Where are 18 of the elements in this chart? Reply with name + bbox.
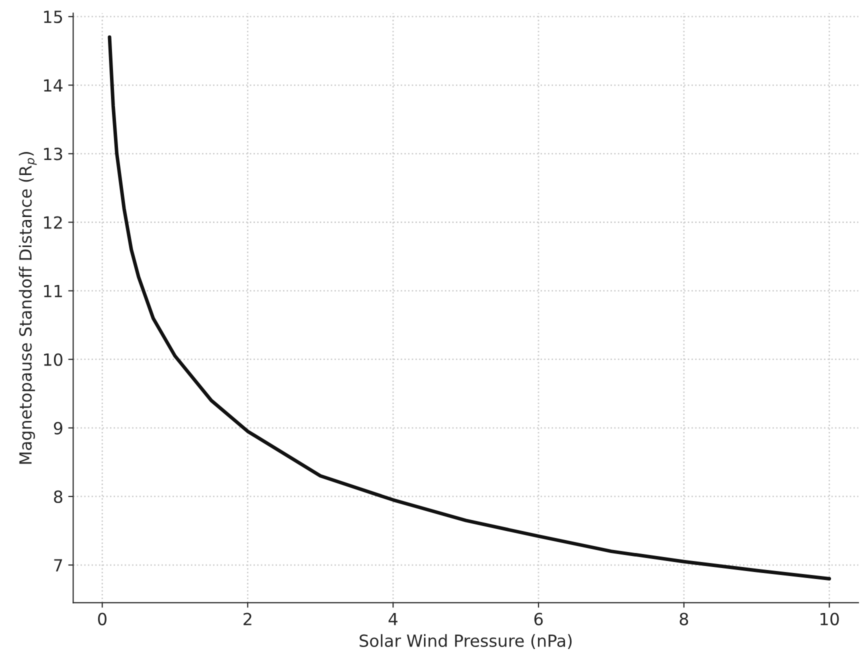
y-tick-label: 15 [44,10,62,24]
x-tick-label: 10 [820,612,839,626]
x-tick-label: 4 [388,612,398,626]
x-tick-label: 2 [244,612,252,626]
y-tick-label: 8 [54,490,62,504]
y-tick-label: 9 [54,422,62,434]
x-tick-label: 6 [534,612,543,626]
x-tick-label: 0 [98,612,106,626]
y-tick-label: 11 [44,284,62,298]
y-axis-title: Magnetopause Standoff Distance (R$_{p}$) [18,152,37,464]
y-tick-label: 10 [44,353,62,366]
y-tick-label: 13 [44,148,62,160]
line-series [108,35,832,580]
y-tick-label: 12 [44,216,62,229]
y-tick-label: 14 [44,79,63,92]
y-tick-label: 7 [54,559,62,572]
x-axis-title: Solar Wind Pressure (nPa) [360,634,572,649]
x-tick-label: 8 [680,612,688,626]
